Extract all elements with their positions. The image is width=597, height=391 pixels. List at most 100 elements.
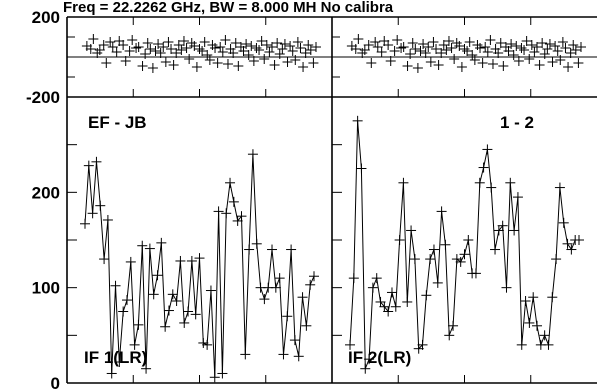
phase-point-0-46 xyxy=(212,58,223,68)
phase-point-0-76 xyxy=(290,55,301,65)
amplitude-point-1-3 xyxy=(356,163,367,174)
phase-point-0-4 xyxy=(94,45,105,55)
amplitude-point-1-55 xyxy=(554,182,565,193)
phase-point-1-75 xyxy=(552,46,563,56)
phase-point-1-57 xyxy=(506,39,517,49)
amplitude-point-1-23 xyxy=(432,277,443,288)
amplitude-point-1-16 xyxy=(406,225,417,236)
amplitude-point-1-4 xyxy=(360,363,371,374)
phase-point-0-15 xyxy=(131,43,142,53)
phase-point-1-62 xyxy=(519,45,530,55)
phase-point-1-11 xyxy=(383,40,394,50)
phase-point-1-56 xyxy=(503,46,514,56)
amplitude-point-0-35 xyxy=(213,206,224,217)
phase-point-0-28 xyxy=(166,44,177,54)
phase-point-1-14 xyxy=(392,35,403,45)
amplitude-point-0-60 xyxy=(309,271,319,282)
amplitude-point-0-42 xyxy=(240,349,251,360)
amplitude-point-1-31 xyxy=(463,235,474,245)
amplitude-point-1-60 xyxy=(574,235,584,245)
phase-point-1-72 xyxy=(544,39,555,49)
amplitude-point-0-12 xyxy=(125,256,136,267)
phase-tick-label-1: -200 xyxy=(26,88,60,107)
amplitude-point-0-39 xyxy=(228,196,239,207)
phase-point-0-52 xyxy=(228,48,239,58)
amplitude-point-1-12 xyxy=(390,301,401,312)
amplitude-point-0-18 xyxy=(148,289,159,300)
phase-point-1-50 xyxy=(487,59,498,69)
phase-point-0-25 xyxy=(158,42,169,52)
amplitude-point-0-34 xyxy=(209,372,220,383)
phase-point-1-48 xyxy=(482,47,493,57)
phase-point-0-58 xyxy=(243,50,254,60)
phase-point-1-66 xyxy=(529,47,540,57)
amplitude-point-1-54 xyxy=(551,254,562,265)
phase-point-1-79 xyxy=(563,62,574,72)
amplitude-tick-label-2: 0 xyxy=(51,374,60,391)
phase-point-0-33 xyxy=(178,36,189,46)
amplitude-tick-label-1: 100 xyxy=(32,279,60,298)
amplitude-point-1-52 xyxy=(543,339,554,350)
phase-point-1-68 xyxy=(534,60,545,70)
phase-point-0-80 xyxy=(300,48,311,58)
amplitude-point-0-27 xyxy=(183,306,194,317)
phase-point-0-64 xyxy=(259,54,270,64)
axis-ticks xyxy=(67,17,532,383)
phase-point-0-2 xyxy=(88,34,99,44)
amplitude-point-0-8 xyxy=(110,280,121,291)
phase-point-1-25 xyxy=(423,42,434,52)
phase-point-1-26 xyxy=(425,57,436,67)
phase-point-1-82 xyxy=(570,45,581,55)
phase-point-0-83 xyxy=(308,58,319,68)
phase-point-0-59 xyxy=(246,41,257,51)
phase-point-0-73 xyxy=(282,57,293,67)
phase-point-1-41 xyxy=(464,37,475,47)
amplitude-point-1-57 xyxy=(562,238,573,249)
phase-point-0-41 xyxy=(199,37,210,47)
amplitude-point-0-25 xyxy=(175,255,186,266)
amplitude-point-0-43 xyxy=(244,244,255,255)
amplitude-point-1-53 xyxy=(547,292,558,303)
phase-point-0-29 xyxy=(168,60,179,70)
phase-point-0-75 xyxy=(287,46,298,56)
phase-point-1-47 xyxy=(480,42,491,52)
amplitude-point-0-3 xyxy=(91,156,102,167)
amplitude-point-0-33 xyxy=(205,285,216,296)
phase-point-0-27 xyxy=(163,37,174,47)
phase-point-0-37 xyxy=(189,41,200,51)
phase-point-0-17 xyxy=(137,61,148,71)
phase-point-0-82 xyxy=(305,45,316,55)
amplitude-point-1-7 xyxy=(371,273,382,284)
amplitude-point-1-2 xyxy=(352,115,363,126)
phase-point-1-67 xyxy=(531,42,542,52)
phase-point-1-27 xyxy=(428,37,439,47)
phase-point-0-5 xyxy=(98,40,109,50)
phase-point-1-9 xyxy=(376,47,387,57)
amplitude-point-0-41 xyxy=(236,211,247,222)
phase-point-0-60 xyxy=(248,56,259,66)
phase-point-0-30 xyxy=(171,48,182,58)
amplitude-point-0-36 xyxy=(217,368,228,379)
phase-point-1-53 xyxy=(495,38,506,48)
amplitude-point-0-49 xyxy=(267,244,278,255)
amplitude-point-1-49 xyxy=(532,320,543,331)
amplitude-point-1-48 xyxy=(528,292,539,303)
phase-point-0-32 xyxy=(176,45,187,55)
phase-point-1-16 xyxy=(398,42,409,52)
phase-point-0-19 xyxy=(142,38,153,48)
phase-point-1-69 xyxy=(537,38,548,48)
phase-point-1-35 xyxy=(449,54,460,64)
phase-point-0-47 xyxy=(215,42,226,52)
phase-point-1-71 xyxy=(542,44,553,54)
amplitude-point-1-20 xyxy=(421,290,432,301)
amplitude-point-1-27 xyxy=(448,320,459,331)
amplitude-point-0-45 xyxy=(251,238,262,249)
amplitude-point-1-15 xyxy=(402,296,413,307)
amplitude-point-0-22 xyxy=(163,305,174,316)
phase-point-1-34 xyxy=(446,43,457,53)
phase-point-0-66 xyxy=(264,47,275,57)
phase-point-0-18 xyxy=(140,49,151,59)
phase-point-0-55 xyxy=(235,42,246,52)
amplitude-point-1-41 xyxy=(501,282,512,293)
amplitude-point-1-45 xyxy=(516,339,527,350)
